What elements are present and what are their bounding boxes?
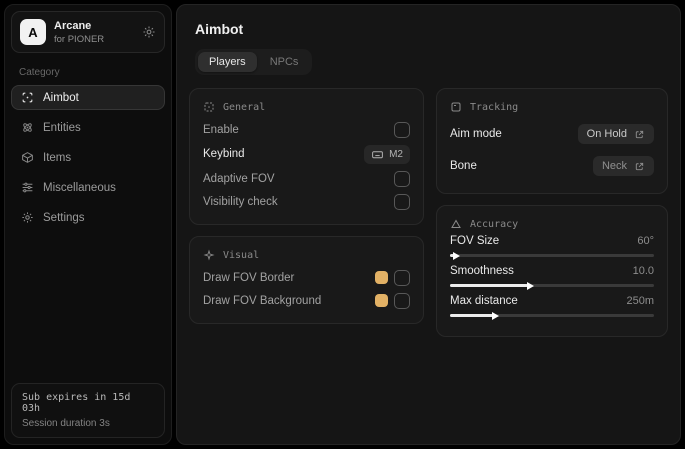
setting-row-visibility-check: Visibility check <box>203 190 410 213</box>
setting-label: Bone <box>449 160 477 172</box>
setting-label: Keybind <box>203 148 245 160</box>
max-distance-value: 250m <box>626 295 654 307</box>
triangle-icon <box>450 218 462 230</box>
sidebar-item-items[interactable]: Items <box>11 145 165 170</box>
sidebar-nav: Aimbot Entities Items <box>5 85 171 230</box>
setting-label: Draw FOV Border <box>203 271 295 284</box>
setting-row-keybind: Keybind M2 <box>203 141 410 167</box>
atom-icon <box>21 121 34 134</box>
category-label: Category <box>19 67 60 78</box>
sidebar-item-entities[interactable]: Entities <box>11 115 165 140</box>
sidebar-item-label: Aimbot <box>43 91 79 104</box>
smoothness-value: 10.0 <box>632 265 654 277</box>
gear-icon[interactable] <box>142 25 156 39</box>
sidebar-item-label: Settings <box>43 211 85 224</box>
enable-checkbox[interactable] <box>393 121 410 138</box>
setting-row-fov-size: FOV Size 60° <box>449 235 654 260</box>
keyboard-icon <box>371 148 384 161</box>
sub-expiry-text: Sub expires in 15d 03h <box>22 392 131 414</box>
frame-icon <box>450 101 462 113</box>
panel-title: Accuracy <box>469 218 519 230</box>
panel-title: Visual <box>223 249 260 261</box>
session-duration-text: Session duration 3s <box>22 418 110 429</box>
grid-icon <box>203 101 215 113</box>
app-title-block: Arcane for PIONER <box>54 20 104 45</box>
setting-row-adaptive-fov: Adaptive FOV <box>203 167 410 190</box>
smoothness-slider[interactable] <box>449 281 654 290</box>
setting-label: Enable <box>203 123 239 136</box>
setting-row-enable: Enable <box>203 118 410 141</box>
app-header: A Arcane for PIONER <box>11 11 165 53</box>
tab-players[interactable]: Players <box>198 52 257 72</box>
panel-title: General <box>223 101 266 113</box>
aim-mode-value: On Hold <box>586 128 627 140</box>
app-logo: A <box>20 19 46 45</box>
target-tabbar: Players NPCs <box>195 49 313 75</box>
box-icon <box>21 151 34 164</box>
sliders-icon <box>21 181 34 194</box>
fov-size-value: 60° <box>637 235 654 247</box>
color-swatch[interactable] <box>374 271 388 284</box>
sidebar-item-settings[interactable]: Settings <box>11 205 165 230</box>
setting-label: Visibility check <box>203 195 278 208</box>
setting-row-bone: Bone Neck <box>450 150 654 182</box>
setting-row-aim-mode: Aim mode On Hold <box>450 118 654 150</box>
gear-icon <box>21 211 34 224</box>
panel-title: Tracking <box>469 101 519 113</box>
page-title: Aimbot <box>195 21 244 37</box>
fov-size-slider[interactable] <box>449 251 654 260</box>
bone-select[interactable]: Neck <box>592 156 654 176</box>
sidebar: A Arcane for PIONER Category <box>4 4 172 445</box>
setting-label: Aim mode <box>449 128 502 140</box>
setting-row-smoothness: Smoothness 10.0 <box>449 265 654 290</box>
subscription-info: Sub expires in 15d 03h Session duration … <box>11 383 165 438</box>
panel-accuracy: Accuracy FOV Size 60° <box>435 205 668 337</box>
visibility-check-checkbox[interactable] <box>393 193 410 210</box>
slider-thumb[interactable] <box>453 251 461 260</box>
setting-label: Draw FOV Background <box>203 294 322 307</box>
slider-thumb[interactable] <box>526 281 534 290</box>
expand-icon <box>634 161 645 172</box>
expand-icon <box>634 129 645 140</box>
setting-row-max-distance: Max distance 250m <box>449 295 654 320</box>
sidebar-item-miscellaneous[interactable]: Miscellaneous <box>11 175 165 200</box>
sidebar-item-aimbot[interactable]: Aimbot <box>11 85 165 110</box>
panel-visual: Visual Draw FOV Border Draw FOV Backgrou… <box>189 236 424 324</box>
adaptive-fov-checkbox[interactable] <box>393 170 410 187</box>
keybind-value: M2 <box>389 148 403 160</box>
color-swatch[interactable] <box>374 294 388 307</box>
setting-row-fov-border: Draw FOV Border <box>203 266 410 289</box>
panel-general: General Enable Keybind <box>189 88 424 225</box>
sidebar-item-label: Items <box>43 151 72 164</box>
slider-thumb[interactable] <box>491 311 499 320</box>
app-name: Arcane <box>54 19 92 32</box>
sidebar-item-label: Entities <box>43 121 81 134</box>
tab-npcs[interactable]: NPCs <box>269 56 299 68</box>
max-distance-slider[interactable] <box>449 311 654 320</box>
setting-label: FOV Size <box>449 235 500 247</box>
setting-row-fov-background: Draw FOV Background <box>203 289 410 312</box>
fov-border-checkbox[interactable] <box>393 269 410 286</box>
panel-tracking: Tracking Aim mode On Hold <box>435 88 668 194</box>
setting-label: Smoothness <box>449 265 514 277</box>
sidebar-item-label: Miscellaneous <box>43 181 116 194</box>
bone-value: Neck <box>601 160 627 172</box>
app-subtitle: for PIONER <box>54 33 105 45</box>
sparkle-icon <box>203 249 215 261</box>
crosshair-icon <box>21 91 34 104</box>
setting-label: Max distance <box>449 295 518 307</box>
fov-background-checkbox[interactable] <box>393 292 410 309</box>
main-content: Aimbot Players NPCs Genera <box>176 4 681 445</box>
keybind-button[interactable]: M2 <box>364 144 410 164</box>
aim-mode-select[interactable]: On Hold <box>577 124 654 144</box>
setting-label: Adaptive FOV <box>203 172 275 185</box>
